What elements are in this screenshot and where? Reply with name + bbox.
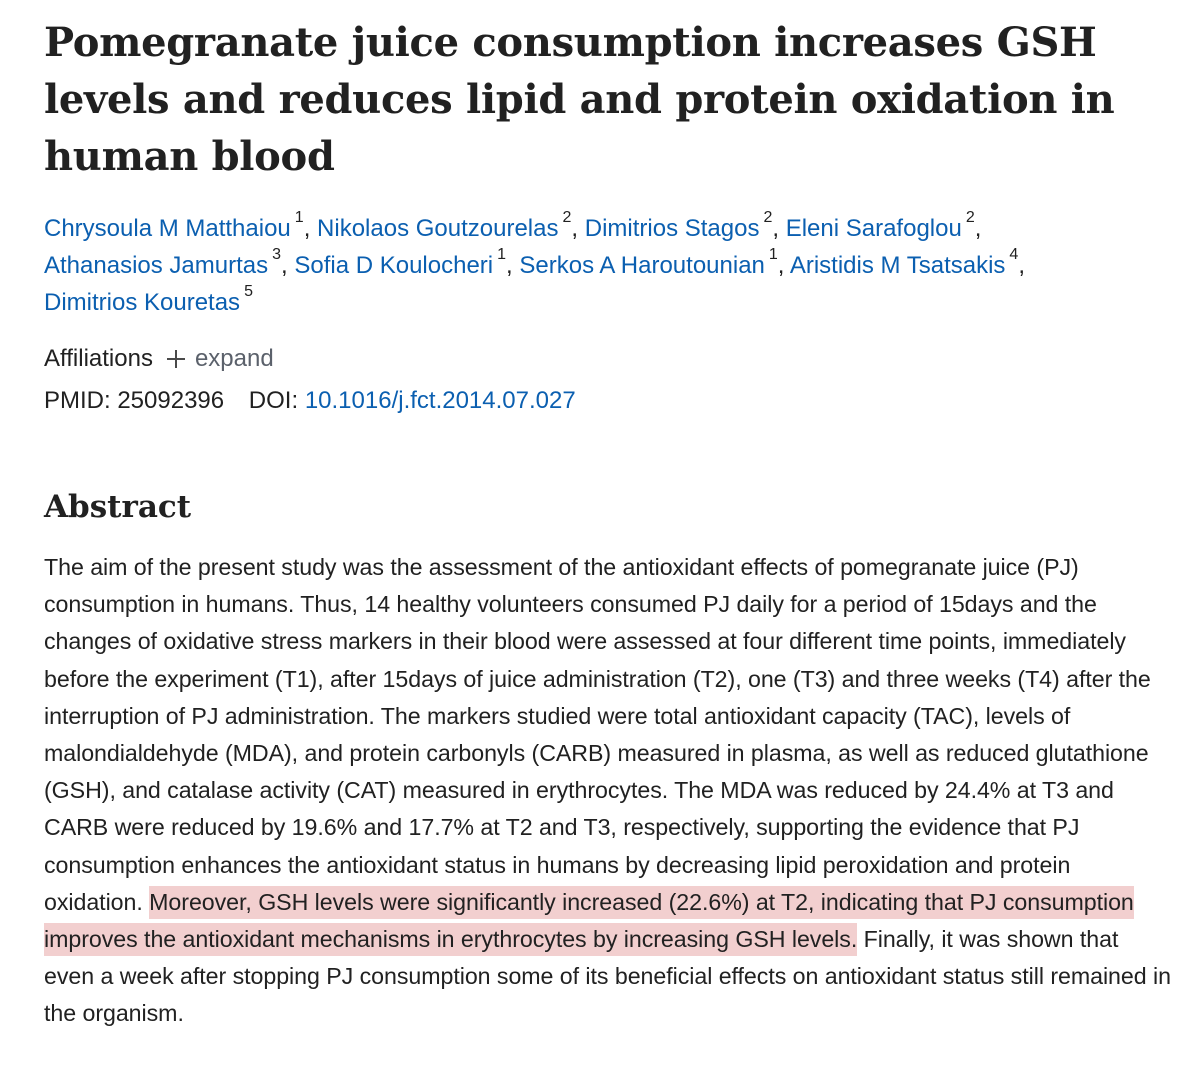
affiliation-number[interactable]: 4 xyxy=(1009,246,1019,263)
author-link[interactable]: Eleni Sarafoglou xyxy=(785,215,962,242)
affiliation-number[interactable]: 1 xyxy=(294,209,304,226)
abstract-text-after: Finally, it was shown that even a week a… xyxy=(44,926,1171,1027)
author-link[interactable]: Serkos A Haroutounian xyxy=(519,252,765,279)
article-identifiers: PMID: 25092396 DOI: 10.1016/j.fct.2014.0… xyxy=(44,383,1174,419)
author-link[interactable]: Dimitrios Kouretas xyxy=(44,289,241,316)
affiliation-number[interactable]: 2 xyxy=(562,209,572,226)
author-link[interactable]: Dimitrios Stagos xyxy=(584,215,760,242)
affiliation-number[interactable]: 5 xyxy=(244,283,253,300)
author-link[interactable]: Aristidis M Tsatsakis xyxy=(789,252,1006,279)
affiliation-number[interactable]: 2 xyxy=(965,209,975,226)
article-title: Pomegranate juice consumption increases … xyxy=(44,19,1115,180)
author-list: Chrysoula M Matthaiou 1, Nikolaos Goutzou… xyxy=(44,209,1164,321)
affiliation-number[interactable]: 2 xyxy=(763,209,773,226)
expand-affiliations-button[interactable]: expand xyxy=(166,341,274,377)
doi-label: DOI: xyxy=(248,387,299,414)
expand-label: expand xyxy=(194,345,274,372)
abstract-text: The aim of the present study was the ass… xyxy=(44,549,1174,1033)
affiliation-number[interactable]: 3 xyxy=(272,246,282,263)
author-link[interactable]: Nikolaos Goutzourelas xyxy=(317,215,559,242)
affiliation-number[interactable]: 1 xyxy=(768,246,778,263)
abstract-heading: Abstract xyxy=(44,489,192,525)
affiliations-label: Affiliations xyxy=(44,345,153,372)
abstract-text-before: The aim of the present study was the ass… xyxy=(44,554,1151,915)
doi-link[interactable]: 10.1016/j.fct.2014.07.027 xyxy=(304,387,576,414)
article-page: Pomegranate juice consumption increases … xyxy=(44,14,1174,1033)
affiliation-number[interactable]: 1 xyxy=(497,246,507,263)
pmid: PMID: 25092396 xyxy=(44,387,225,414)
affiliations-row: Affiliations expand xyxy=(44,341,1174,377)
author-link[interactable]: Athanasios Jamurtas xyxy=(44,252,269,279)
author-link[interactable]: Chrysoula M Matthaiou xyxy=(44,215,291,242)
plus-icon xyxy=(166,350,185,368)
author-link[interactable]: Sofia D Koulocheri xyxy=(294,252,494,279)
